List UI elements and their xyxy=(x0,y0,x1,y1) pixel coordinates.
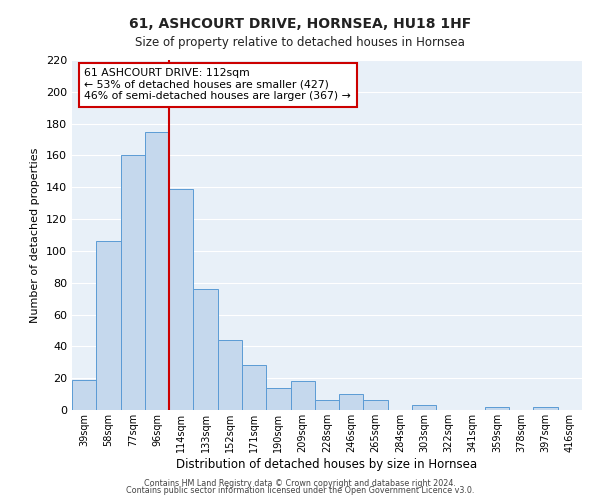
Text: Contains public sector information licensed under the Open Government Licence v3: Contains public sector information licen… xyxy=(126,486,474,495)
Bar xyxy=(193,289,218,410)
Bar xyxy=(145,132,169,410)
Bar xyxy=(339,394,364,410)
Bar xyxy=(169,189,193,410)
Bar xyxy=(533,407,558,410)
Y-axis label: Number of detached properties: Number of detached properties xyxy=(31,148,40,322)
Text: 61, ASHCOURT DRIVE, HORNSEA, HU18 1HF: 61, ASHCOURT DRIVE, HORNSEA, HU18 1HF xyxy=(129,18,471,32)
Bar xyxy=(121,156,145,410)
Text: Contains HM Land Registry data © Crown copyright and database right 2024.: Contains HM Land Registry data © Crown c… xyxy=(144,478,456,488)
Bar xyxy=(412,405,436,410)
X-axis label: Distribution of detached houses by size in Hornsea: Distribution of detached houses by size … xyxy=(176,458,478,470)
Bar xyxy=(242,366,266,410)
Bar xyxy=(290,382,315,410)
Text: Size of property relative to detached houses in Hornsea: Size of property relative to detached ho… xyxy=(135,36,465,49)
Bar xyxy=(485,407,509,410)
Bar xyxy=(364,400,388,410)
Text: 61 ASHCOURT DRIVE: 112sqm
← 53% of detached houses are smaller (427)
46% of semi: 61 ASHCOURT DRIVE: 112sqm ← 53% of detac… xyxy=(85,68,351,101)
Bar xyxy=(96,242,121,410)
Bar xyxy=(72,380,96,410)
Bar xyxy=(218,340,242,410)
Bar xyxy=(266,388,290,410)
Bar xyxy=(315,400,339,410)
